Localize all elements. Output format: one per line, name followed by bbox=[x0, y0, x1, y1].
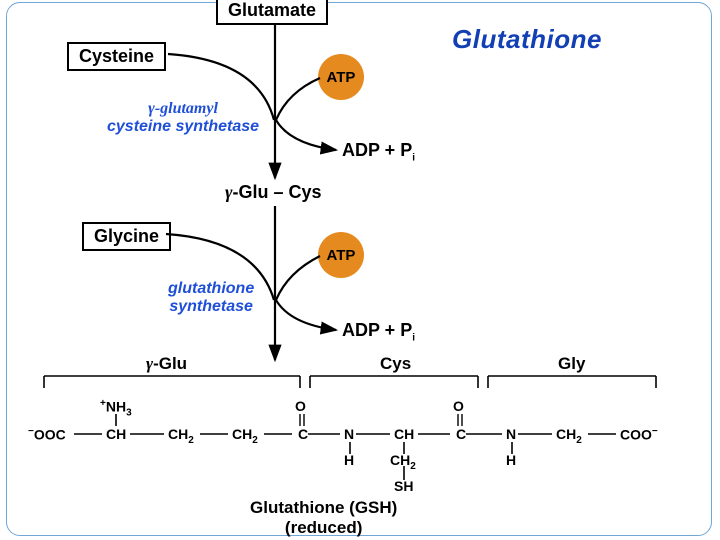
atom-label: O bbox=[295, 398, 306, 414]
atom-label: CH2 bbox=[168, 426, 194, 446]
box-glutamate: Glutamate bbox=[216, 0, 328, 25]
box-cysteine: Cysteine bbox=[67, 42, 166, 71]
atom-label: COO− bbox=[620, 426, 658, 443]
enzyme-gs: glutathione synthetase bbox=[168, 280, 254, 317]
atom-label: O bbox=[453, 398, 464, 414]
atom-label: CH2 bbox=[390, 452, 416, 472]
enzyme-line2: synthetase bbox=[169, 298, 253, 315]
enzyme-line1: γ-glutamyl bbox=[148, 100, 218, 117]
atp-circle: ATP bbox=[318, 232, 364, 278]
box-glycine: Glycine bbox=[82, 222, 171, 251]
atom-label: CH2 bbox=[232, 426, 258, 446]
product-adp: ADP + Pi bbox=[342, 320, 415, 344]
atom-label: CH bbox=[106, 426, 126, 442]
enzyme-line2: cysteine synthetase bbox=[107, 118, 259, 135]
atom-label: +NH3 bbox=[100, 398, 132, 418]
atom-label: −OOC bbox=[28, 426, 66, 443]
bracket-label-glu: γ-Glu bbox=[146, 354, 187, 374]
atom-label: N bbox=[506, 426, 516, 442]
atom-label: C bbox=[298, 426, 308, 442]
bracket-label-gly: Gly bbox=[558, 354, 585, 374]
title-glutathione: Glutathione bbox=[452, 24, 602, 55]
atp-circle: ATP bbox=[318, 54, 364, 100]
enzyme-gcs: γ-glutamyl cysteine synthetase bbox=[107, 100, 259, 137]
atom-label: C bbox=[456, 426, 466, 442]
enzyme-line1: glutathione bbox=[168, 280, 254, 297]
atom-label: H bbox=[506, 452, 516, 468]
product-adp: ADP + Pi bbox=[342, 140, 415, 164]
atom-label: H bbox=[344, 452, 354, 468]
bracket-label-cys: Cys bbox=[380, 354, 411, 374]
structure-caption: Glutathione (GSH) (reduced) bbox=[250, 498, 397, 538]
atom-label: CH bbox=[394, 426, 414, 442]
atom-label: CH2 bbox=[556, 426, 582, 446]
atom-label: N bbox=[344, 426, 354, 442]
intermediate-glu-cys: γ-Glu – Cys bbox=[225, 182, 322, 203]
atom-label: SH bbox=[394, 478, 413, 494]
